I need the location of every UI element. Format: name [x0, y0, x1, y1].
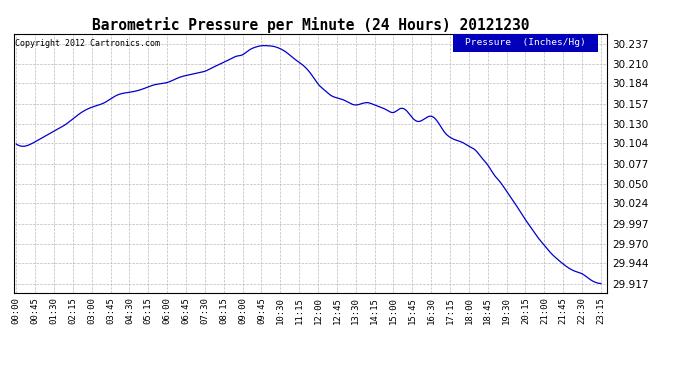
FancyBboxPatch shape — [453, 34, 598, 52]
Text: Pressure  (Inches/Hg): Pressure (Inches/Hg) — [465, 38, 586, 47]
Title: Barometric Pressure per Minute (24 Hours) 20121230: Barometric Pressure per Minute (24 Hours… — [92, 16, 529, 33]
Text: Copyright 2012 Cartronics.com: Copyright 2012 Cartronics.com — [15, 39, 160, 48]
